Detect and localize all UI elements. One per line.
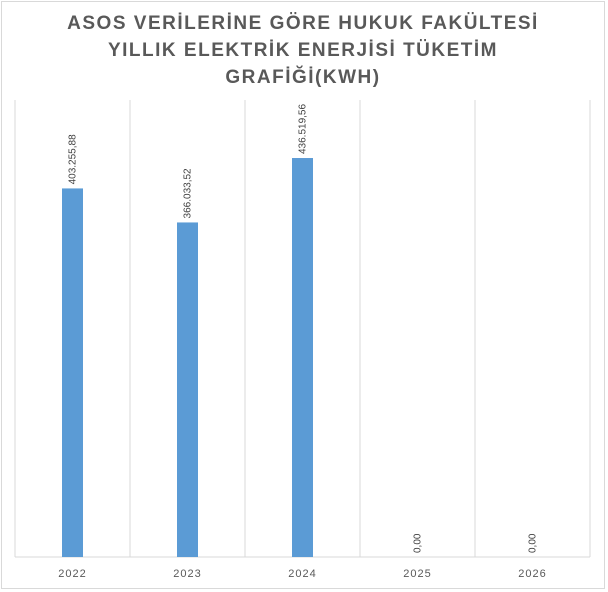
x-tick-2022: 2022 bbox=[58, 568, 86, 580]
chart-title-line-2: YILLIK ELEKTRİK ENERJİSİ TÜKETİM bbox=[107, 40, 499, 61]
data-labels: 403.255,88 366.033,52 436.519,56 0,00 0,00 bbox=[67, 104, 538, 553]
x-tick-2026: 2026 bbox=[518, 568, 546, 580]
bar-2024 bbox=[292, 158, 313, 557]
x-tick-2024: 2024 bbox=[288, 568, 316, 580]
data-label-2026: 0,00 bbox=[528, 533, 539, 553]
bars bbox=[62, 158, 313, 557]
chart-title-line-3: GRAFİĞİ(KWH) bbox=[225, 67, 381, 88]
data-label-2022: 403.255,88 bbox=[67, 134, 78, 184]
chart-title-line-1: ASOS VERİLERİNE GÖRE HUKUK FAKÜLTESİ bbox=[67, 13, 539, 34]
data-label-2023: 366.033,52 bbox=[183, 168, 194, 218]
bar-2022 bbox=[62, 188, 83, 557]
data-label-2025: 0,00 bbox=[413, 533, 424, 553]
x-tick-2025: 2025 bbox=[403, 568, 431, 580]
x-tick-2023: 2023 bbox=[173, 568, 201, 580]
data-label-2024: 436.519,56 bbox=[298, 104, 309, 154]
chart-title: ASOS VERİLERİNE GÖRE HUKUK FAKÜLTESİ YIL… bbox=[0, 10, 606, 91]
bar-2023 bbox=[177, 222, 198, 557]
gridlines bbox=[14, 100, 591, 558]
x-axis-ticks: 2022 2023 2024 2025 2026 bbox=[58, 568, 546, 580]
